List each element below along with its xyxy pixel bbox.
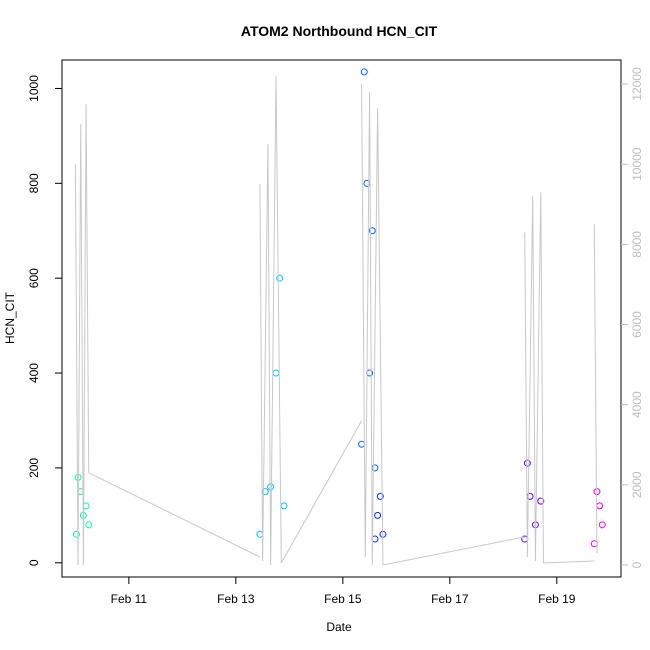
data-point xyxy=(72,530,80,538)
data-point xyxy=(85,521,93,529)
y-tick-label: 200 xyxy=(27,458,41,478)
y2-tick-label: 10000 xyxy=(630,147,644,181)
plot-area xyxy=(61,59,622,578)
x-tick-label: Feb 11 xyxy=(111,592,148,606)
y-axis-label: HCN_CIT xyxy=(3,291,17,344)
y-tick-label: 0 xyxy=(27,559,41,566)
x-tick-label: Feb 15 xyxy=(324,592,362,606)
secondary-line-segment xyxy=(280,420,362,564)
data-point xyxy=(74,473,82,481)
data-point xyxy=(537,497,545,505)
y-tick-label: 800 xyxy=(27,173,41,193)
y2-axis: 0 2000 4000 6000 8000 10000 12000 xyxy=(621,67,644,568)
y2-tick-label: 4000 xyxy=(630,391,644,418)
data-point xyxy=(523,459,531,467)
x-tick-label: Feb 17 xyxy=(431,592,469,606)
x-axis: Feb 11 Feb 13 Feb 15 Feb 17 Feb 19 xyxy=(111,577,576,606)
data-point xyxy=(360,68,368,76)
data-point xyxy=(598,521,606,529)
data-point xyxy=(374,511,382,519)
secondary-line-segment xyxy=(524,192,544,563)
data-point xyxy=(368,227,376,235)
x-tick-label: Feb 19 xyxy=(538,592,576,606)
y2-tick-label: 2000 xyxy=(630,471,644,498)
secondary-line-segment xyxy=(361,84,384,565)
secondary-line-segment xyxy=(593,224,598,553)
y2-tick-label: 8000 xyxy=(630,231,644,258)
secondary-line-segment xyxy=(74,104,90,565)
x-axis-label: Date xyxy=(326,620,352,634)
secondary-line-segment xyxy=(382,536,525,566)
secondary-line-layer xyxy=(74,76,598,566)
data-point xyxy=(376,492,384,500)
secondary-line-segment xyxy=(259,76,282,565)
x-tick-label: Feb 13 xyxy=(217,592,255,606)
secondary-line-segment xyxy=(543,560,595,564)
y2-tick-label: 0 xyxy=(630,561,644,568)
y-tick-label: 1000 xyxy=(27,75,41,102)
data-point xyxy=(276,274,284,282)
secondary-line-segment xyxy=(88,472,261,558)
y-axis: 0 200 400 600 800 1000 xyxy=(27,75,62,566)
chart-title: ATOM2 Northbound HCN_CIT xyxy=(241,23,438,39)
y-tick-label: 600 xyxy=(27,268,41,288)
y2-tick-label: 12000 xyxy=(630,67,644,101)
y2-tick-label: 6000 xyxy=(630,311,644,338)
y-tick-label: 400 xyxy=(27,363,41,383)
